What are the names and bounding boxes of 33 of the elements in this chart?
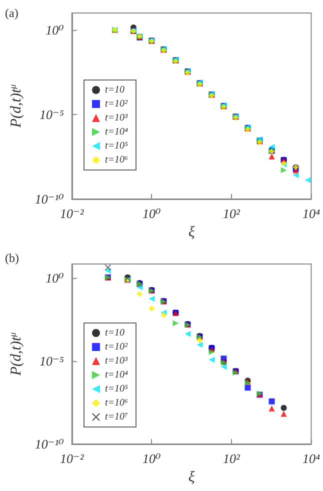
x-tick-label: 10⁻² xyxy=(60,451,85,466)
x-axis-title: ξ xyxy=(188,470,196,486)
chart-title: (a) xyxy=(5,6,18,20)
x-tick-label: 10² xyxy=(222,206,241,221)
y-tick-label: 10⁻⁵ xyxy=(39,354,64,369)
legend-label: t=10² xyxy=(105,98,129,110)
legend-label: t=10⁴ xyxy=(105,126,129,138)
y-tick-label: 10⁰ xyxy=(46,22,65,38)
y-tick-label: 10⁻¹⁰ xyxy=(34,192,65,206)
x-tick-label: 10⁻² xyxy=(60,206,85,221)
x-tick-label: 10⁴ xyxy=(302,206,320,221)
y-tick-label: 10⁻⁵ xyxy=(39,106,64,122)
y-axis-title: P(d,t)tμ xyxy=(8,84,24,129)
x-axis-title: ξ xyxy=(188,224,196,240)
legend-label: t=10⁵ xyxy=(105,140,129,152)
legend-label: t=10² xyxy=(105,342,129,352)
legend-label: t=10 xyxy=(105,328,125,338)
x-tick-label: 10⁰ xyxy=(142,451,162,466)
legend-label: t=10⁶ xyxy=(105,398,129,408)
legend-label: t=10⁶ xyxy=(105,154,129,166)
legend-label: t=10³ xyxy=(105,356,129,366)
y-axis-title: P(d,t)tμ xyxy=(8,332,24,377)
x-tick-label: 10⁰ xyxy=(142,206,162,221)
legend-label: t=10 xyxy=(105,84,125,96)
legend-label: t=10⁵ xyxy=(105,384,129,394)
chart-title: (b) xyxy=(5,251,19,265)
x-tick-label: 10² xyxy=(222,451,241,466)
y-tick-label: 10⁰ xyxy=(46,270,65,286)
legend-label: t=10⁴ xyxy=(105,370,129,380)
legend-label: t=10⁷ xyxy=(105,412,129,422)
y-tick-label: 10⁻¹⁰ xyxy=(34,436,65,452)
legend-label: t=10³ xyxy=(105,112,129,124)
x-tick-label: 10⁴ xyxy=(302,451,320,466)
